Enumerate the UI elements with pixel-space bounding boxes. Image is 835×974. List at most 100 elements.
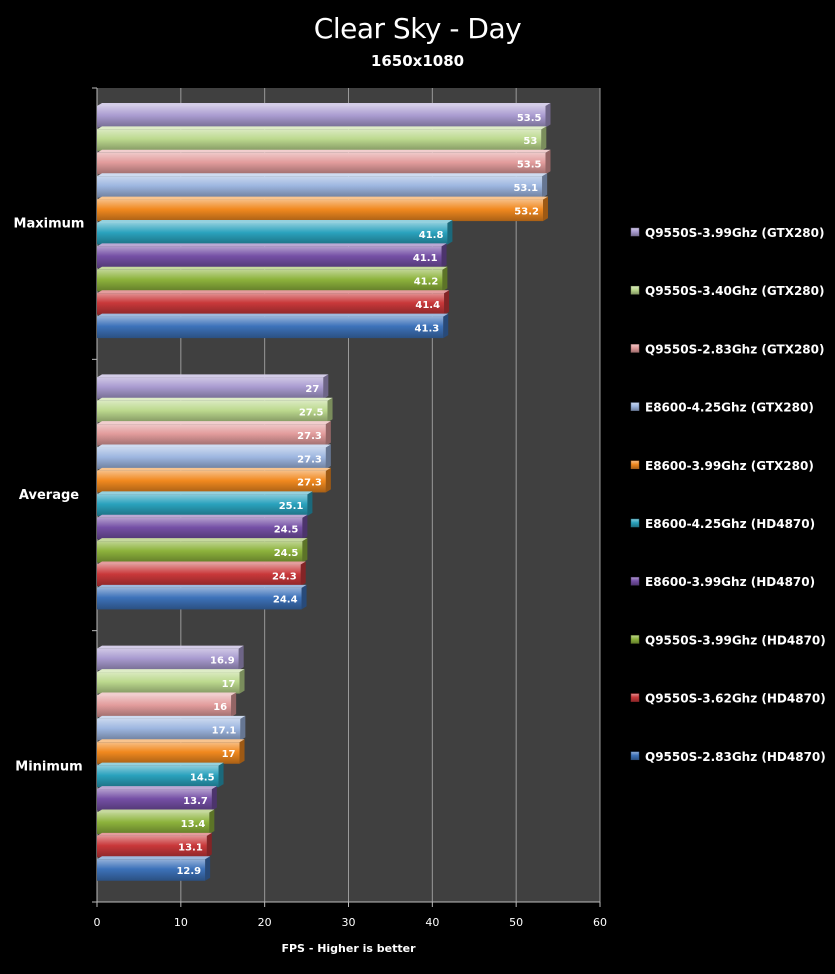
x-tick-label: 60 <box>593 916 607 929</box>
bar-top <box>97 444 331 448</box>
bar-top <box>97 645 244 649</box>
bar-top <box>97 739 245 743</box>
bar <box>97 564 301 587</box>
bar-top <box>97 220 453 223</box>
bar <box>97 424 326 446</box>
legend-swatch <box>630 576 640 586</box>
data-label: 27.3 <box>297 478 322 489</box>
legend-swatch <box>630 344 640 353</box>
bar-top <box>97 266 448 270</box>
bar <box>97 859 206 881</box>
bar <box>97 587 302 610</box>
legend-label: Q9550S-2.83Ghz (GTX280) <box>645 342 824 356</box>
bar <box>97 765 219 788</box>
data-label: 25.1 <box>279 501 304 512</box>
bar-top <box>97 561 306 565</box>
bar-side <box>323 374 329 399</box>
bar <box>97 672 240 694</box>
data-label: 13.4 <box>181 819 206 830</box>
bar-top <box>97 786 217 790</box>
bar-top <box>97 584 307 588</box>
bar-side <box>300 561 306 587</box>
bar-top <box>97 196 548 200</box>
bar-side <box>307 491 313 516</box>
legend-label: Q9550S-3.62Ghz (HD4870) <box>645 692 826 706</box>
bar-top <box>97 126 547 130</box>
bar-side <box>325 444 331 470</box>
data-label: 53.5 <box>517 113 542 124</box>
y-category-label: Maximum <box>14 217 85 232</box>
bar-top <box>97 832 212 836</box>
data-label: 17.1 <box>212 726 237 737</box>
legend-swatch <box>630 751 640 761</box>
bar-side <box>218 762 224 788</box>
bar-side <box>239 739 245 764</box>
bar-top <box>97 809 215 813</box>
legend-swatch <box>630 460 640 470</box>
bar-side <box>302 514 308 540</box>
bar-side <box>327 397 333 423</box>
x-tick-label: 10 <box>174 916 188 929</box>
bar <box>97 316 444 339</box>
bar <box>97 106 546 128</box>
bar-side <box>206 832 212 858</box>
bar-side <box>541 126 547 151</box>
y-category-label: Minimum <box>15 759 82 774</box>
bar-top <box>97 669 245 673</box>
bar-side <box>238 645 244 671</box>
bar-side <box>209 809 215 834</box>
bar-top <box>97 491 313 495</box>
legend-swatch <box>630 635 640 644</box>
data-label: 16.9 <box>210 655 235 666</box>
data-label: 17 <box>222 679 236 690</box>
legend-label: Q9550S-3.40Ghz (GTX280) <box>645 284 824 298</box>
data-label: 24.5 <box>274 548 299 559</box>
bar-side <box>545 103 551 128</box>
data-label: 53.5 <box>517 160 542 171</box>
data-label: 53 <box>523 136 537 147</box>
data-label: 14.5 <box>190 772 215 783</box>
bar-side <box>211 786 217 811</box>
data-label: 27.3 <box>297 431 322 442</box>
bar-side <box>444 290 450 315</box>
bar <box>97 718 241 741</box>
legend-swatch <box>630 285 640 295</box>
bar-top <box>97 692 237 696</box>
y-category-label: Average <box>19 488 79 503</box>
bar <box>97 293 445 315</box>
legend-label: Q9550S-3.99Ghz (HD4870) <box>645 633 826 647</box>
bar-top <box>97 762 224 766</box>
x-tick-label: 40 <box>425 916 439 929</box>
bar <box>97 541 303 563</box>
bar <box>97 812 210 834</box>
bar <box>97 789 212 811</box>
bar-top <box>97 290 450 294</box>
bar-side <box>542 173 548 198</box>
bar-side <box>231 692 237 717</box>
bar <box>97 129 542 151</box>
bar-side <box>301 584 307 610</box>
bar-top <box>97 715 246 719</box>
data-label: 27.5 <box>299 407 324 418</box>
bar-top <box>97 173 548 177</box>
bar-top <box>97 397 333 401</box>
bar <box>97 377 324 399</box>
bar-top <box>97 374 329 378</box>
bar <box>97 447 326 470</box>
legend-swatch <box>630 402 640 411</box>
bar <box>97 517 303 540</box>
bar-side <box>240 715 246 741</box>
x-axis-label: FPS - Higher is better <box>281 942 416 955</box>
data-label: 17 <box>222 749 236 760</box>
bar <box>97 199 543 222</box>
bar-side <box>545 149 551 175</box>
bar-side <box>325 421 331 446</box>
bar-top <box>97 103 551 106</box>
legend-swatch <box>630 693 640 702</box>
data-label: 16 <box>213 702 227 713</box>
data-label: 41.4 <box>415 300 440 311</box>
data-label: 27.3 <box>297 454 322 465</box>
bar <box>97 470 326 493</box>
data-label: 24.5 <box>274 524 299 535</box>
